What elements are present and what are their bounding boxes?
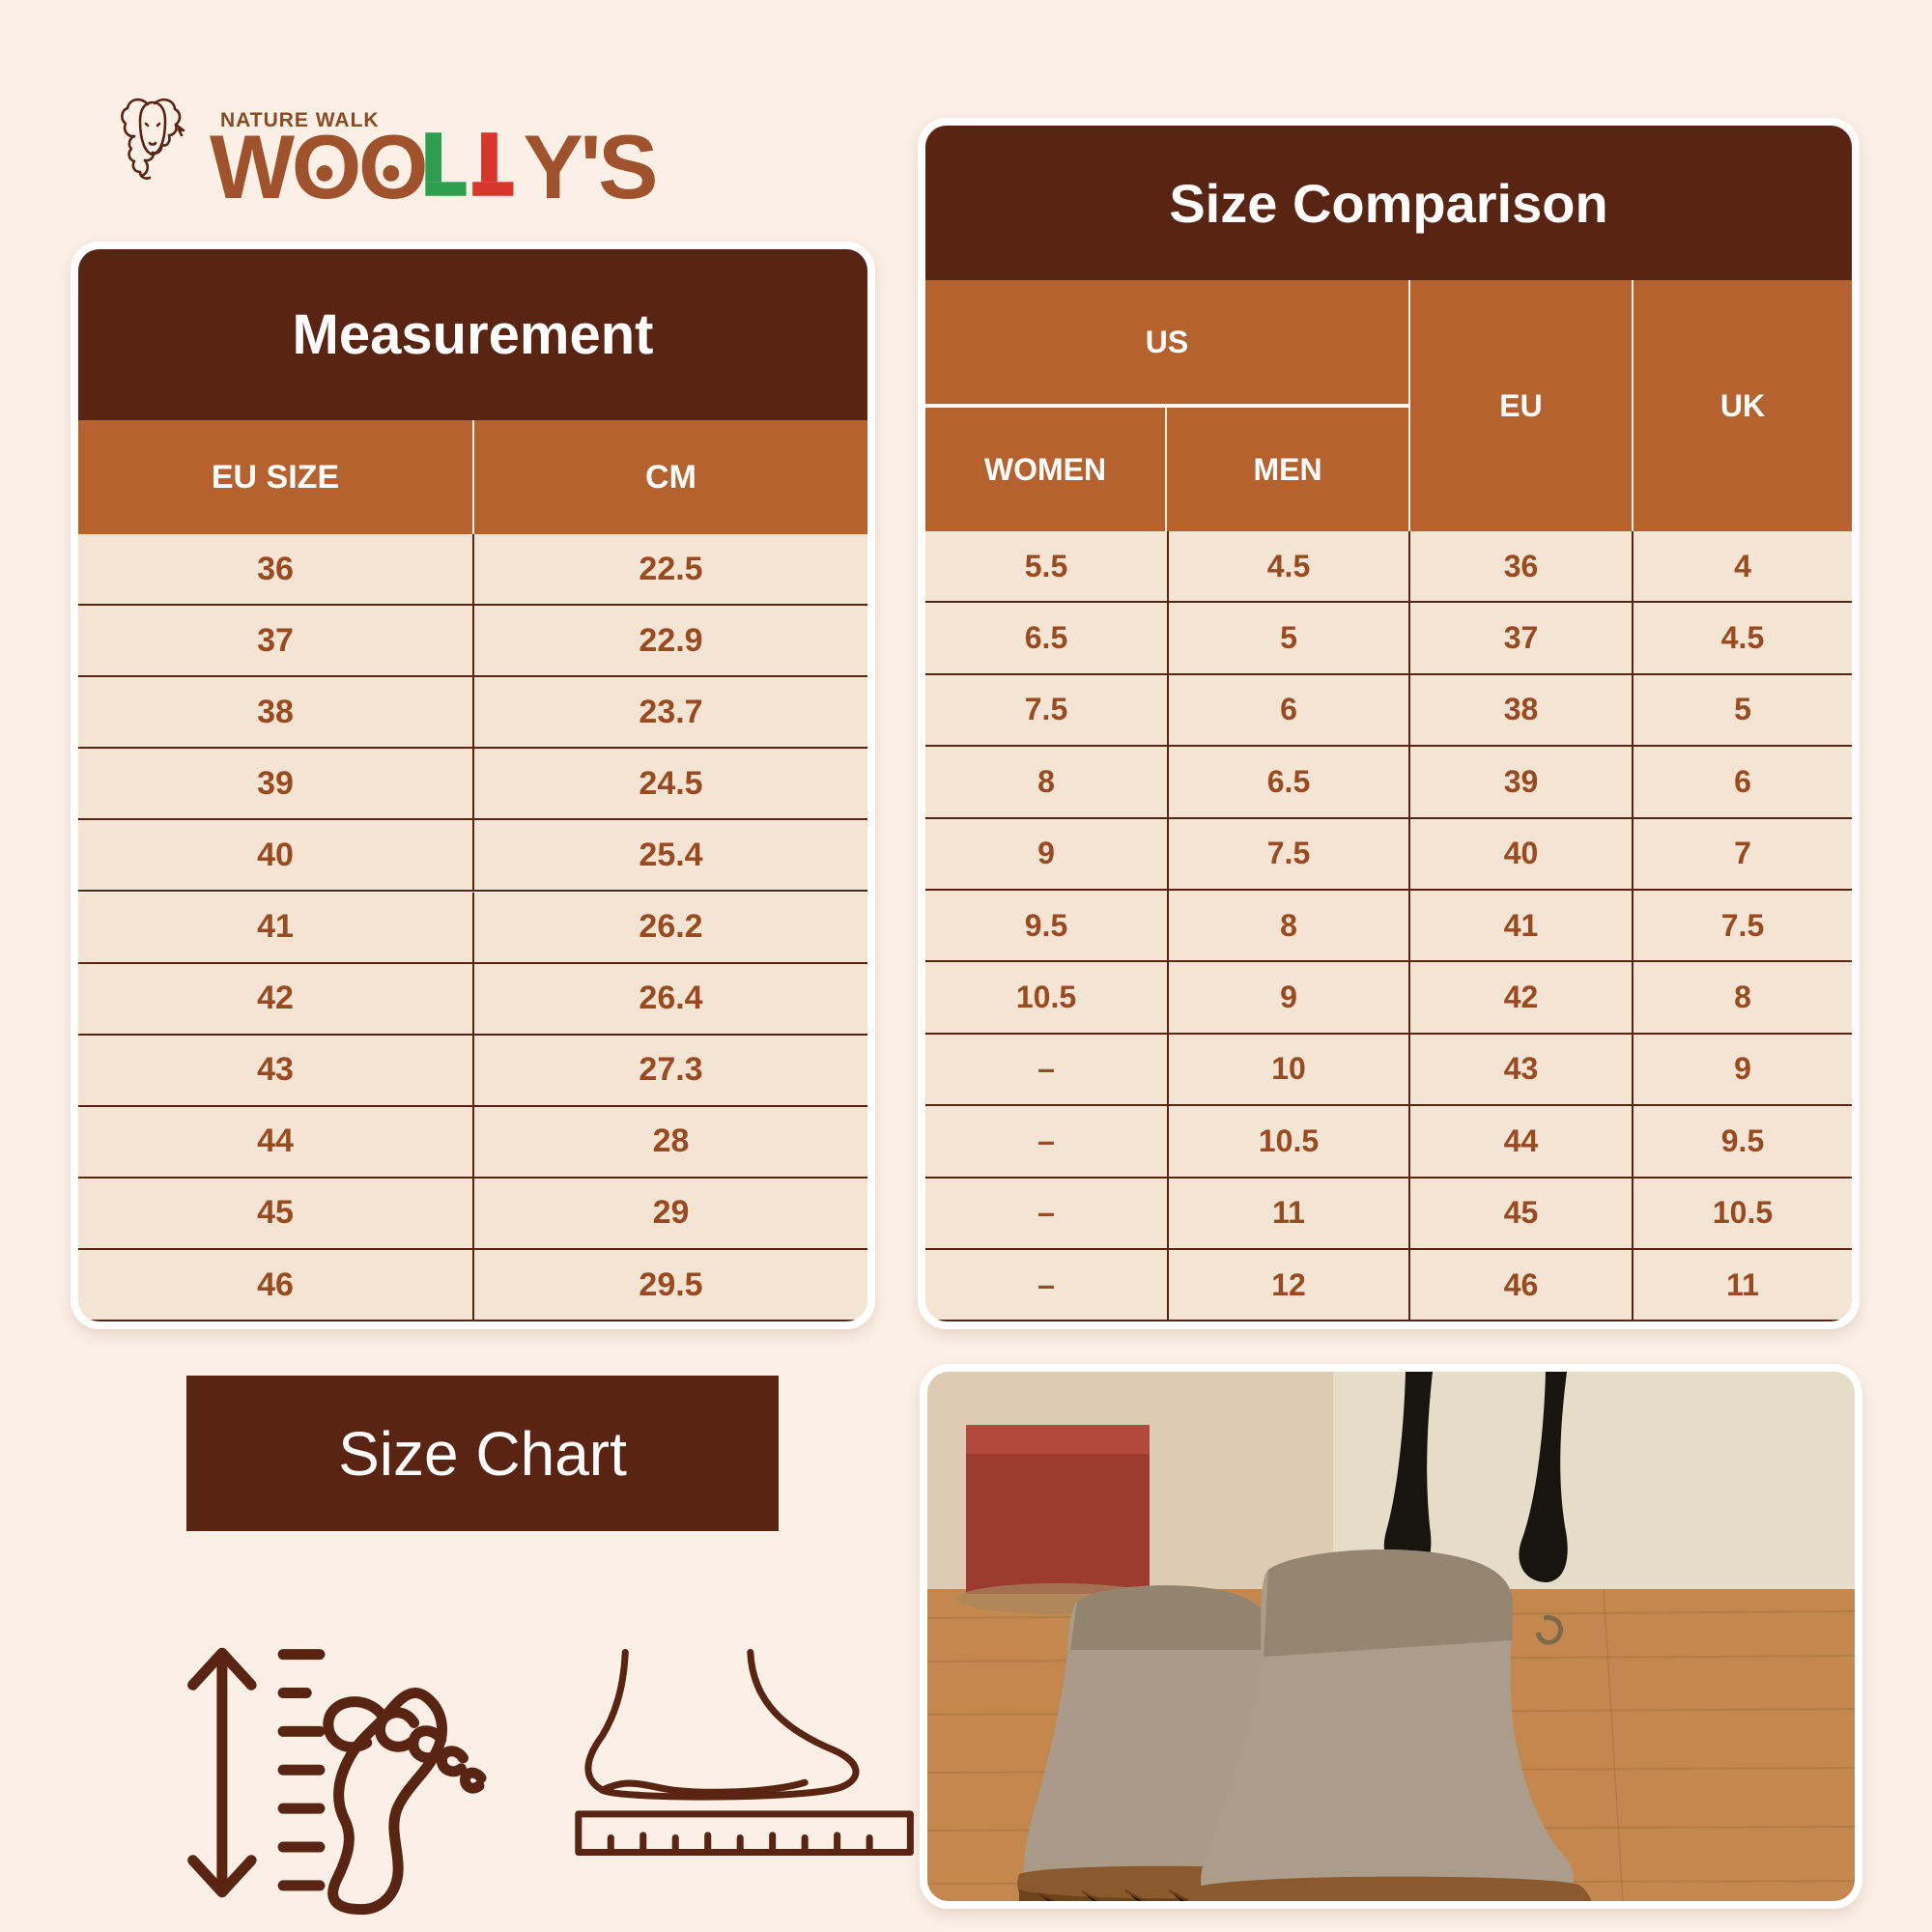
svg-text:Y'S: Y'S <box>523 121 655 217</box>
